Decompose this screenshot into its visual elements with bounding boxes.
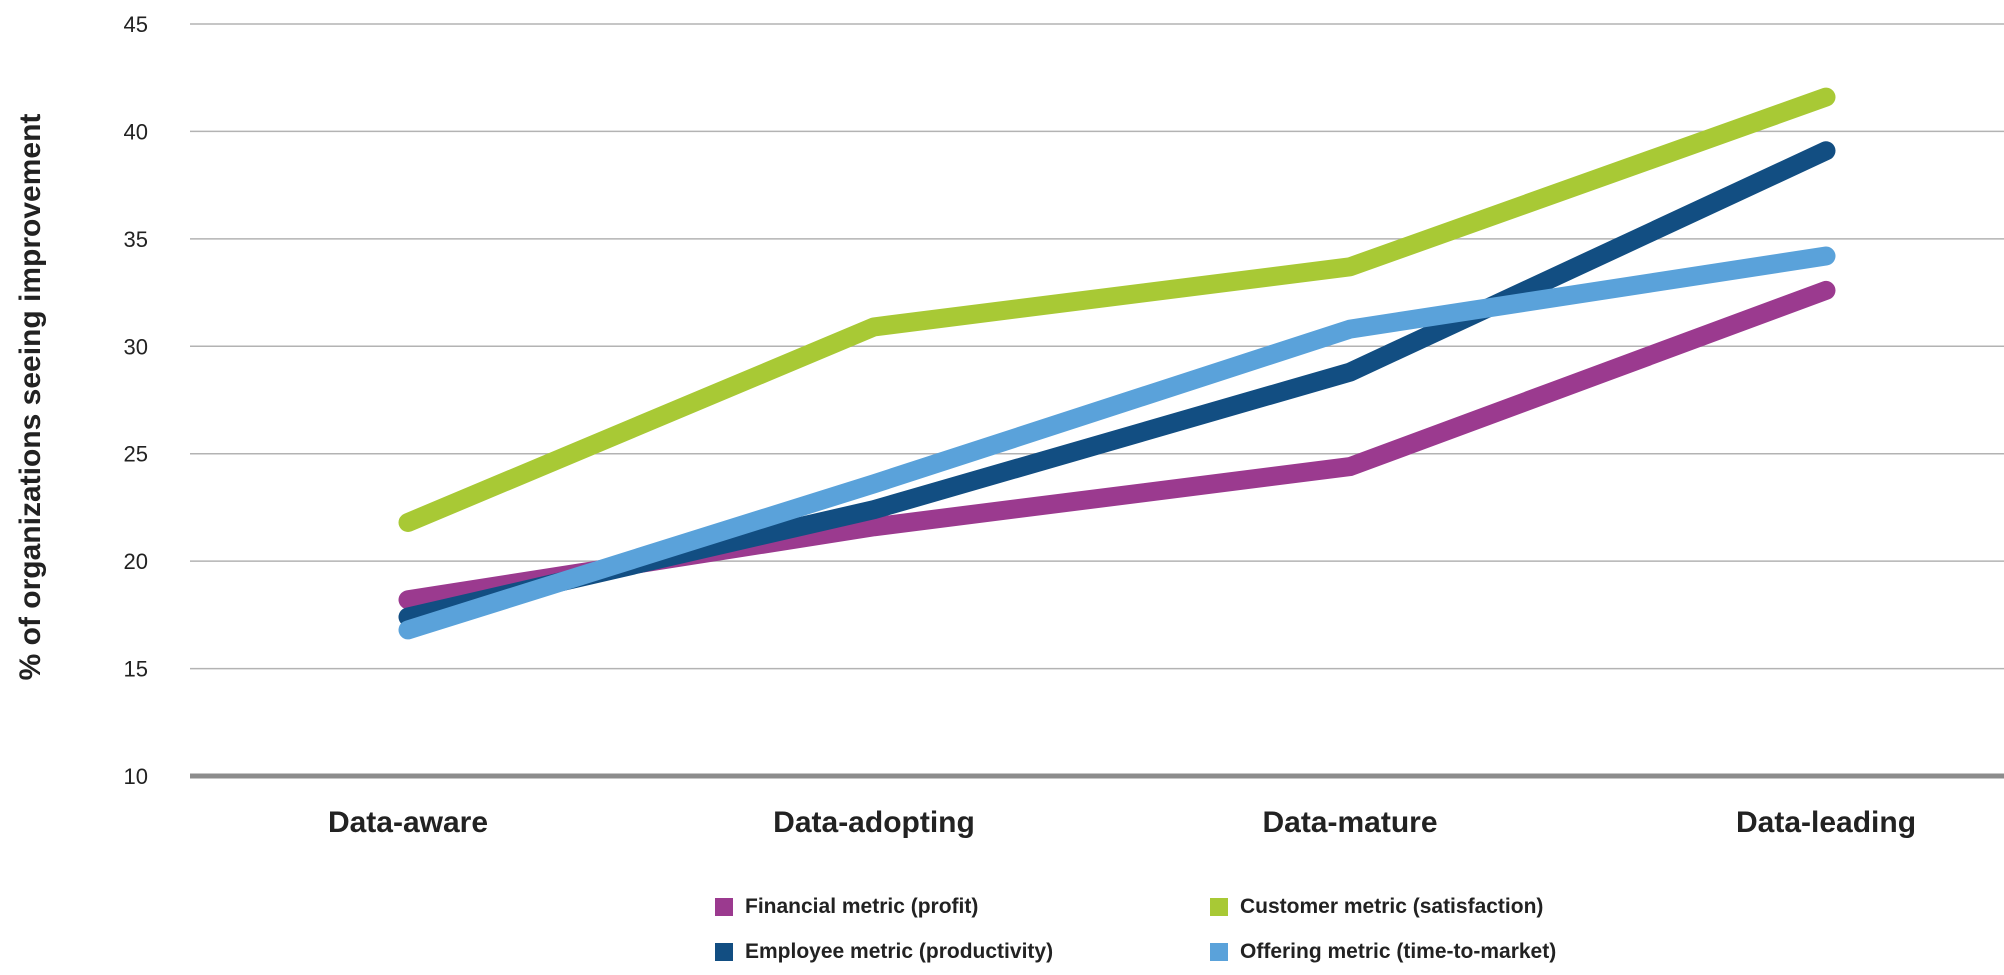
y-tick-label: 45 <box>124 12 148 37</box>
y-tick-label: 10 <box>124 764 148 789</box>
series-line-4 <box>398 246 1836 640</box>
legend-swatch <box>1210 898 1228 916</box>
legend: Financial metric (profit) Customer metri… <box>715 895 1715 975</box>
y-tick-label: 15 <box>124 657 148 682</box>
y-tick-label: 25 <box>124 442 148 467</box>
x-category-label: Data-leading <box>1736 806 1916 839</box>
x-category-label: Data-mature <box>1262 806 1437 839</box>
x-category-label: Data-adopting <box>773 806 975 839</box>
legend-label: Financial metric (profit) <box>745 895 979 918</box>
y-tick-label: 20 <box>124 549 148 574</box>
legend-label: Employee metric (productivity) <box>745 940 1054 963</box>
y-tick-label: 30 <box>124 334 148 359</box>
series-lines <box>398 87 1836 640</box>
legend-label: Customer metric (satisfaction) <box>1240 895 1544 918</box>
legend-swatch <box>715 943 733 961</box>
x-category-label: Data-aware <box>328 806 488 839</box>
line-chart: 10 15 20 25 30 35 40 45 Data-aware Data-adopting… <box>14 12 2004 839</box>
legend-item-employee: Employee metric (productivity) <box>715 940 1053 964</box>
y-axis-label: % of organizations seeing improvement <box>14 114 47 681</box>
legend-item-financial: Financial metric (profit) <box>715 895 978 919</box>
series-line-3 <box>398 141 1836 627</box>
x-axis-categories: Data-aware Data-adopting Data-mature Data-l… <box>328 806 1916 839</box>
y-tick-label: 35 <box>124 227 148 252</box>
series-line-2 <box>398 87 1836 532</box>
y-tick-label: 40 <box>124 119 148 144</box>
legend-item-customer: Customer metric (satisfaction) <box>1210 895 1543 919</box>
legend-swatch <box>715 898 733 916</box>
legend-item-offering: Offering metric (time-to-market) <box>1210 940 1556 964</box>
legend-label: Offering metric (time-to-market) <box>1240 940 1557 963</box>
y-axis-ticks: 10 15 20 25 30 35 40 45 <box>124 12 148 789</box>
legend-swatch <box>1210 943 1228 961</box>
